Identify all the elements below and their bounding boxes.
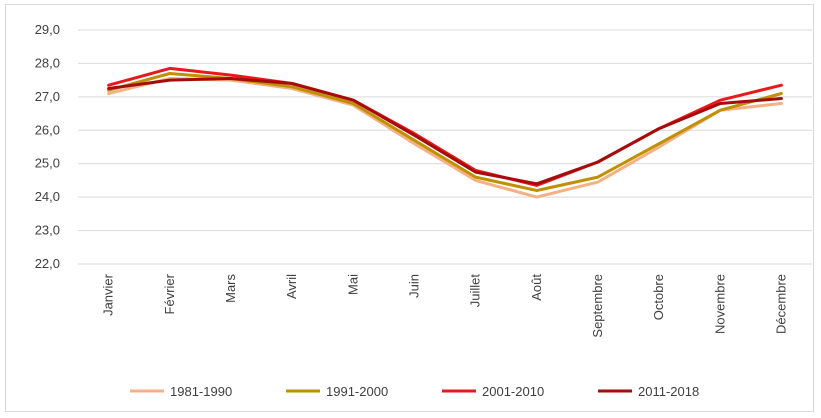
y-tick-label: 24,0 xyxy=(35,189,60,204)
legend-label: 2001-2010 xyxy=(482,384,544,399)
x-tick-label: Juillet xyxy=(468,274,483,308)
legend: 1981-1990 1991-2000 2001-2010 2011-2018 xyxy=(130,384,699,399)
y-tick-label: 23,0 xyxy=(35,223,60,238)
series-line-2011-2018 xyxy=(107,77,783,186)
y-axis-ticks: 22,0 23,0 24,0 25,0 26,0 27,0 28,0 29,0 xyxy=(35,22,60,271)
series-line-1991-2000 xyxy=(107,72,783,192)
gridlines xyxy=(78,29,812,265)
legend-label: 1991-2000 xyxy=(326,384,388,399)
x-axis-ticks: Janvier Février Mars Avril Mai Juin Juillet Aoû… xyxy=(101,273,789,337)
chart-frame xyxy=(5,4,814,412)
legend-label: 2011-2018 xyxy=(638,384,699,399)
x-tick-label: Février xyxy=(162,273,177,314)
x-tick-label: Janvier xyxy=(101,273,116,316)
x-tick-label: Novembre xyxy=(712,274,727,334)
y-tick-label: 22,0 xyxy=(35,256,60,271)
x-tick-label: Octobre xyxy=(651,274,666,320)
series-lines xyxy=(107,66,783,199)
x-tick-label: Décembre xyxy=(773,274,788,334)
y-tick-label: 27,0 xyxy=(35,89,60,104)
y-tick-label: 26,0 xyxy=(35,122,60,137)
series-line-2001-2010 xyxy=(107,66,783,187)
y-tick-label: 29,0 xyxy=(35,22,60,37)
y-tick-label: 28,0 xyxy=(35,55,60,70)
x-tick-label: Mars xyxy=(223,274,238,303)
legend-label: 1981-1990 xyxy=(170,384,232,399)
y-tick-label: 25,0 xyxy=(35,156,60,171)
x-tick-label: Septembre xyxy=(590,274,605,338)
x-tick-label: Mai xyxy=(345,274,360,295)
x-tick-label: Avril xyxy=(284,274,299,299)
x-tick-label: Août xyxy=(529,274,544,301)
series-line-1981-1990 xyxy=(107,77,783,199)
x-tick-label: Juin xyxy=(406,274,421,298)
